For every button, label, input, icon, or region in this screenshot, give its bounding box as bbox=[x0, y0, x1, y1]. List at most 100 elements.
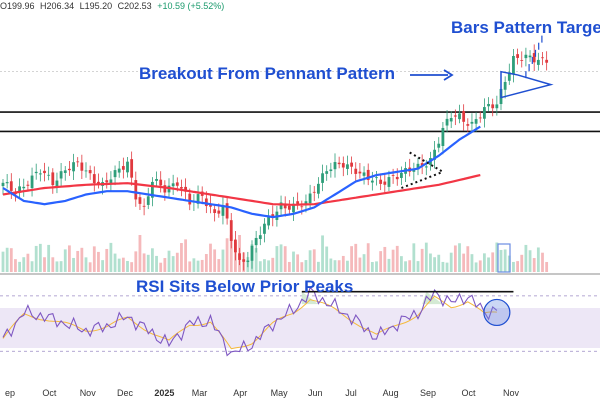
candle-body bbox=[163, 185, 167, 193]
volume-bar bbox=[283, 246, 287, 272]
x-axis: ep Oct Nov Dec 2025 Mar Apr May Jun Jul Aug Sep Oct N… bbox=[5, 388, 520, 398]
candle-body bbox=[400, 172, 403, 178]
rsi-annotation: RSI Sits Below Prior Peaks bbox=[136, 277, 354, 296]
x-tick-label: Jun bbox=[308, 388, 323, 398]
change-value: +10.59 (+5.52%) bbox=[157, 1, 225, 11]
volume-bar bbox=[395, 245, 399, 272]
candle-body bbox=[184, 186, 187, 192]
candle-body bbox=[22, 186, 26, 189]
candle-body bbox=[445, 118, 449, 126]
candle-body bbox=[449, 118, 453, 122]
volume-bar bbox=[63, 249, 67, 272]
volume-bar bbox=[483, 253, 486, 272]
candle-body bbox=[18, 186, 21, 193]
volume-bar bbox=[43, 257, 46, 272]
candle-body bbox=[346, 164, 349, 169]
volume-bar bbox=[221, 249, 225, 272]
slow-moving-average bbox=[2, 174, 481, 206]
volume-bar bbox=[541, 252, 544, 272]
volume-bar bbox=[101, 260, 104, 272]
candle-body bbox=[92, 174, 96, 184]
candle-body bbox=[458, 113, 461, 120]
volume-bar bbox=[200, 259, 204, 272]
candle-body bbox=[354, 168, 358, 174]
x-tick-label: Nov bbox=[80, 388, 97, 398]
candle-body bbox=[466, 124, 470, 126]
volume-bar bbox=[449, 252, 453, 272]
volume-bar bbox=[117, 258, 121, 272]
volume-bar bbox=[536, 247, 540, 272]
volume-bar bbox=[126, 260, 129, 272]
volume-bar bbox=[113, 253, 117, 272]
volume-bar bbox=[121, 257, 125, 272]
volume-bar bbox=[9, 248, 13, 272]
volume-bar bbox=[453, 245, 457, 272]
candle-body bbox=[478, 117, 482, 119]
candle-body bbox=[155, 179, 158, 181]
volume-bar bbox=[337, 260, 341, 272]
breakout-annotation: Breakout From Pennant Pattern bbox=[139, 64, 395, 83]
volume-bar bbox=[225, 238, 229, 272]
candle-body bbox=[234, 239, 237, 253]
candle-body bbox=[528, 55, 532, 58]
rsi-line bbox=[2, 286, 498, 357]
volume-bar bbox=[362, 254, 366, 272]
candle-body bbox=[258, 235, 262, 239]
open-value: O199.96 bbox=[0, 1, 35, 11]
high-value: H206.34 bbox=[40, 1, 75, 11]
candle-body bbox=[532, 53, 536, 63]
candle-body bbox=[117, 168, 121, 173]
volume-bar bbox=[474, 262, 478, 272]
candle-body bbox=[329, 169, 333, 172]
volume-bar bbox=[441, 261, 445, 272]
volume-bar bbox=[209, 243, 212, 272]
volume-bar bbox=[55, 261, 59, 272]
volume-bar bbox=[188, 261, 192, 272]
volume-bar bbox=[391, 249, 395, 272]
moving-averages bbox=[2, 125, 481, 219]
volume-bar bbox=[317, 261, 320, 272]
candle-body bbox=[9, 181, 13, 191]
volume-bar bbox=[304, 260, 308, 272]
volume-bar bbox=[321, 235, 324, 272]
volume-highlight bbox=[497, 243, 511, 273]
candle-body bbox=[242, 259, 246, 262]
volume-bar bbox=[545, 261, 549, 272]
volume-bar bbox=[300, 262, 304, 272]
candle-body bbox=[126, 161, 129, 173]
volume-bar bbox=[341, 255, 345, 272]
candle-body bbox=[105, 180, 109, 183]
volume-bar bbox=[499, 249, 503, 272]
candle-body bbox=[250, 245, 254, 261]
candle-body bbox=[495, 104, 499, 109]
candle-body bbox=[520, 60, 524, 61]
candle-body bbox=[416, 163, 420, 170]
volume-bar bbox=[196, 260, 200, 272]
candle-body bbox=[312, 191, 316, 193]
close-value: C202.53 bbox=[117, 1, 152, 11]
volume-bar bbox=[375, 261, 378, 272]
volume-bar bbox=[437, 254, 441, 272]
candle-body bbox=[304, 201, 308, 205]
rsi-highlight-circle bbox=[483, 298, 511, 327]
volume-bar bbox=[420, 248, 424, 272]
candle-body bbox=[424, 166, 428, 168]
candle-body bbox=[238, 253, 241, 260]
volume-bar bbox=[47, 244, 51, 272]
volume-bar bbox=[175, 252, 179, 272]
candle-body bbox=[263, 223, 266, 234]
candle-body bbox=[246, 260, 250, 263]
volume-bar bbox=[503, 249, 507, 272]
volume-bar bbox=[433, 257, 436, 272]
candle-body bbox=[536, 59, 540, 65]
volume-bar bbox=[408, 260, 412, 272]
volume-bar bbox=[429, 253, 432, 272]
candle-body bbox=[59, 171, 63, 179]
candle-body bbox=[325, 171, 329, 174]
candle-body bbox=[229, 220, 233, 241]
volume-bar bbox=[142, 253, 146, 272]
candle-body bbox=[142, 205, 146, 207]
volume-bar bbox=[138, 235, 142, 272]
volume-bar bbox=[354, 243, 358, 272]
